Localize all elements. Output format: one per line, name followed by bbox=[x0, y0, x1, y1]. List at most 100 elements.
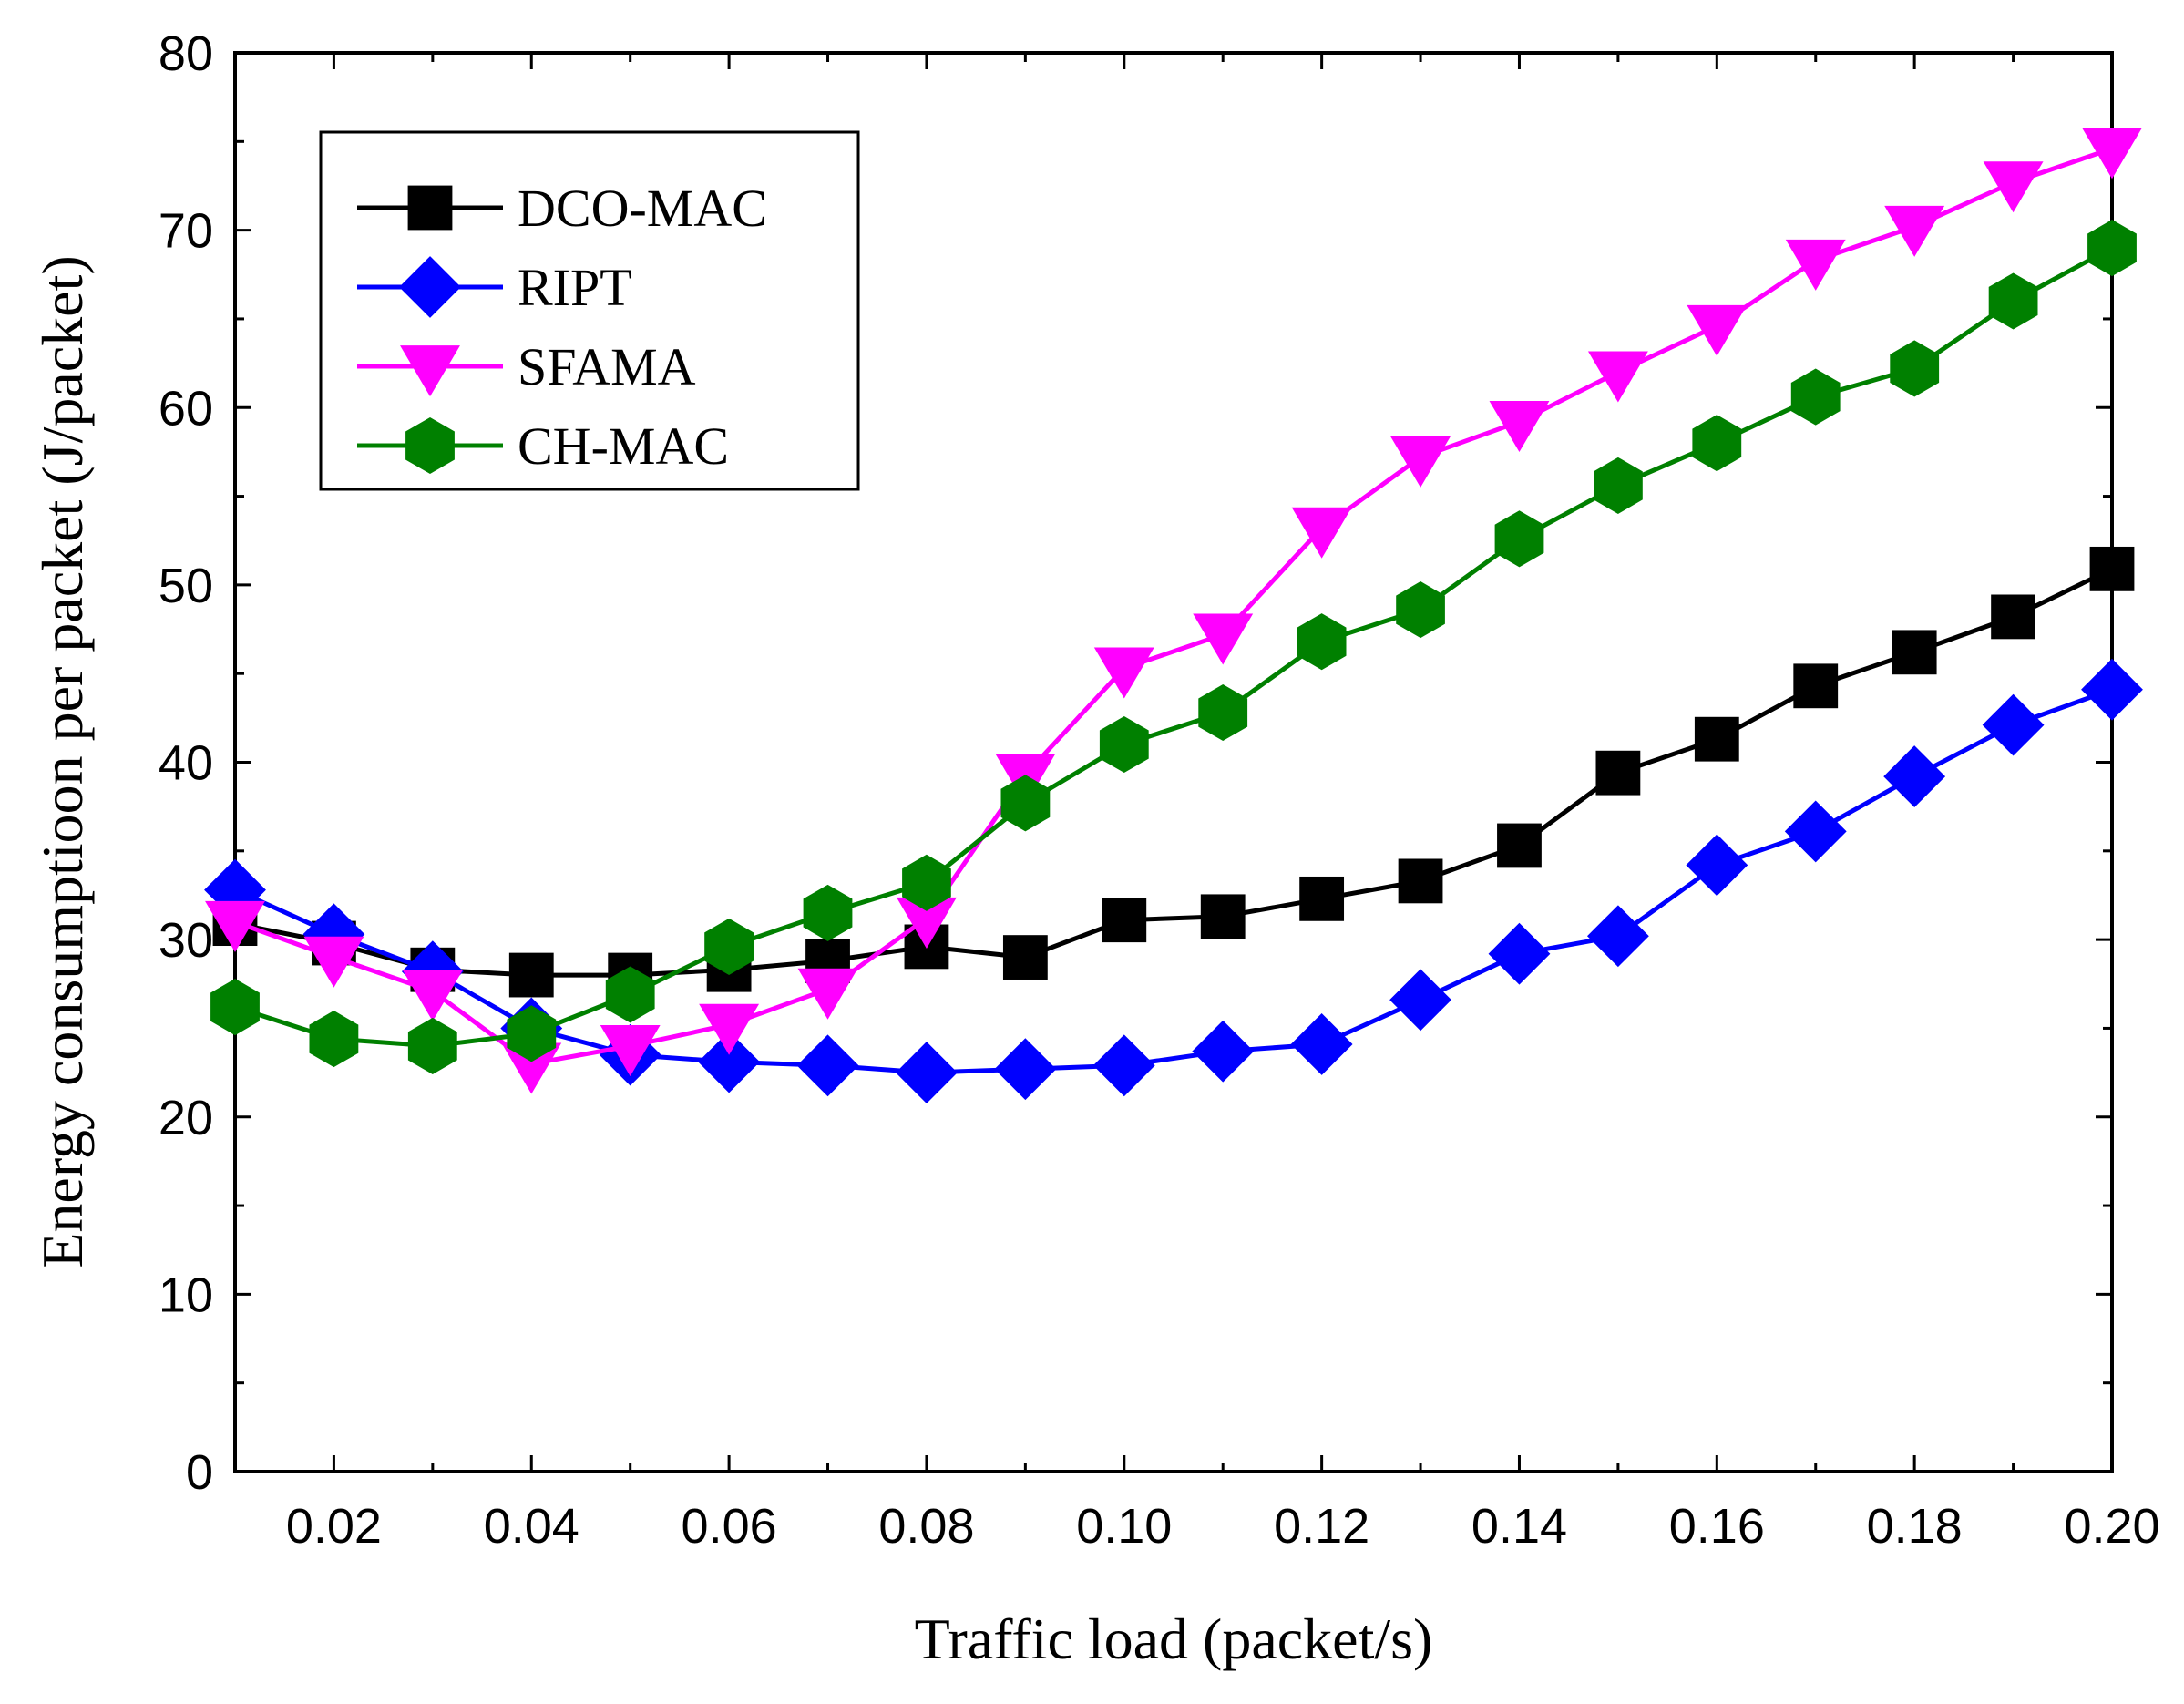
y-tick-label: 50 bbox=[159, 559, 213, 613]
series-ch-mac bbox=[210, 220, 2137, 1074]
data-point bbox=[1793, 663, 1839, 709]
data-point bbox=[699, 1003, 760, 1055]
legend-marker bbox=[405, 416, 455, 475]
data-point bbox=[797, 968, 858, 1020]
x-tick-label: 0.20 bbox=[2064, 1499, 2159, 1554]
data-point bbox=[902, 854, 951, 911]
legend-item: SFAMA bbox=[357, 337, 696, 397]
x-axis-title: Traffic load (packet/s) bbox=[915, 1606, 1433, 1671]
y-tick-label: 20 bbox=[159, 1091, 213, 1145]
data-point bbox=[600, 1025, 661, 1077]
data-point bbox=[1686, 834, 1748, 897]
y-tick-label: 80 bbox=[159, 26, 213, 81]
data-point bbox=[803, 884, 853, 941]
data-point bbox=[1489, 400, 1550, 452]
data-point bbox=[1000, 775, 1051, 832]
data-point bbox=[1784, 800, 1847, 863]
y-tick-label: 30 bbox=[159, 913, 213, 968]
data-point bbox=[994, 1038, 1057, 1101]
data-point bbox=[2081, 658, 2143, 721]
data-point bbox=[1290, 1013, 1353, 1075]
data-point bbox=[1687, 304, 1748, 356]
legend-label: CH-MAC bbox=[518, 416, 729, 476]
data-point bbox=[1002, 935, 1048, 980]
legend-item: RIPT bbox=[357, 256, 632, 318]
data-point bbox=[508, 952, 554, 998]
data-point bbox=[1982, 693, 2045, 756]
data-point bbox=[796, 1034, 859, 1097]
data-point bbox=[402, 970, 463, 1021]
legend-item: DCO-MAC bbox=[357, 179, 767, 238]
data-point bbox=[1587, 351, 1648, 403]
data-point bbox=[1193, 613, 1254, 665]
data-point bbox=[1093, 647, 1154, 699]
x-tick-label: 0.16 bbox=[1669, 1499, 1765, 1554]
legend-marker bbox=[399, 256, 461, 318]
data-point bbox=[1785, 239, 1846, 291]
data-point bbox=[2087, 220, 2137, 277]
x-tick-label: 0.14 bbox=[1471, 1499, 1567, 1554]
data-point bbox=[1198, 683, 1248, 742]
data-point bbox=[507, 1005, 557, 1062]
data-point bbox=[1595, 750, 1641, 796]
data-point bbox=[1594, 457, 1643, 514]
data-point bbox=[1099, 715, 1149, 774]
x-tick-label: 0.08 bbox=[878, 1499, 974, 1554]
data-point bbox=[605, 966, 655, 1023]
legend-label: DCO-MAC bbox=[518, 179, 767, 238]
data-point bbox=[1389, 969, 1451, 1032]
legend-item: CH-MAC bbox=[357, 416, 729, 476]
y-axis-title: Energy consumptioon per packet (J/packet… bbox=[30, 255, 95, 1268]
data-point bbox=[210, 979, 260, 1036]
data-point bbox=[1494, 510, 1544, 568]
data-point bbox=[1991, 594, 2035, 640]
x-tick-label: 0.04 bbox=[484, 1499, 579, 1554]
data-point bbox=[2082, 128, 2142, 180]
data-point bbox=[698, 1031, 761, 1093]
data-point bbox=[1102, 898, 1147, 943]
series-sfama bbox=[205, 128, 2142, 1094]
data-point bbox=[1488, 922, 1551, 985]
data-point bbox=[1497, 823, 1542, 868]
data-point bbox=[1692, 415, 1742, 472]
data-point bbox=[1983, 161, 2044, 213]
y-tick-label: 70 bbox=[159, 204, 213, 259]
x-tick-label: 0.06 bbox=[682, 1499, 777, 1554]
x-tick-label: 0.02 bbox=[286, 1499, 382, 1554]
data-point bbox=[407, 1017, 457, 1074]
data-point bbox=[1694, 716, 1739, 762]
data-point bbox=[1892, 630, 1937, 675]
data-point bbox=[1790, 368, 1841, 426]
data-point bbox=[1390, 436, 1451, 488]
data-point bbox=[1192, 1020, 1255, 1083]
data-point bbox=[1200, 894, 1246, 939]
data-point bbox=[1884, 205, 1945, 257]
legend: DCO-MAC RIPT SFAMA CH-MAC bbox=[319, 130, 860, 491]
data-point bbox=[1297, 613, 1347, 671]
data-point bbox=[896, 1042, 958, 1104]
x-tick-label: 0.10 bbox=[1076, 1499, 1172, 1554]
data-point bbox=[1396, 581, 1445, 639]
y-tick-label: 60 bbox=[159, 381, 213, 436]
data-point bbox=[1291, 507, 1352, 559]
data-point bbox=[2089, 546, 2135, 591]
y-tick-label: 0 bbox=[186, 1445, 213, 1500]
legend-label: SFAMA bbox=[518, 337, 696, 396]
legend-marker bbox=[407, 185, 453, 231]
legend-label: RIPT bbox=[518, 258, 632, 317]
data-point bbox=[309, 1011, 359, 1068]
y-tick-label: 40 bbox=[159, 736, 213, 791]
axis-ticks bbox=[235, 51, 2114, 1473]
data-series bbox=[204, 128, 2143, 1104]
data-point bbox=[1299, 876, 1345, 921]
data-point bbox=[1092, 1034, 1155, 1097]
x-tick-label: 0.18 bbox=[1867, 1499, 1963, 1554]
data-point bbox=[1890, 340, 1940, 397]
x-tick-label: 0.12 bbox=[1274, 1499, 1369, 1554]
data-point bbox=[205, 900, 265, 952]
data-point bbox=[303, 936, 364, 988]
legend-marker bbox=[400, 345, 460, 397]
data-point bbox=[1586, 905, 1649, 968]
y-tick-label: 10 bbox=[159, 1268, 213, 1322]
